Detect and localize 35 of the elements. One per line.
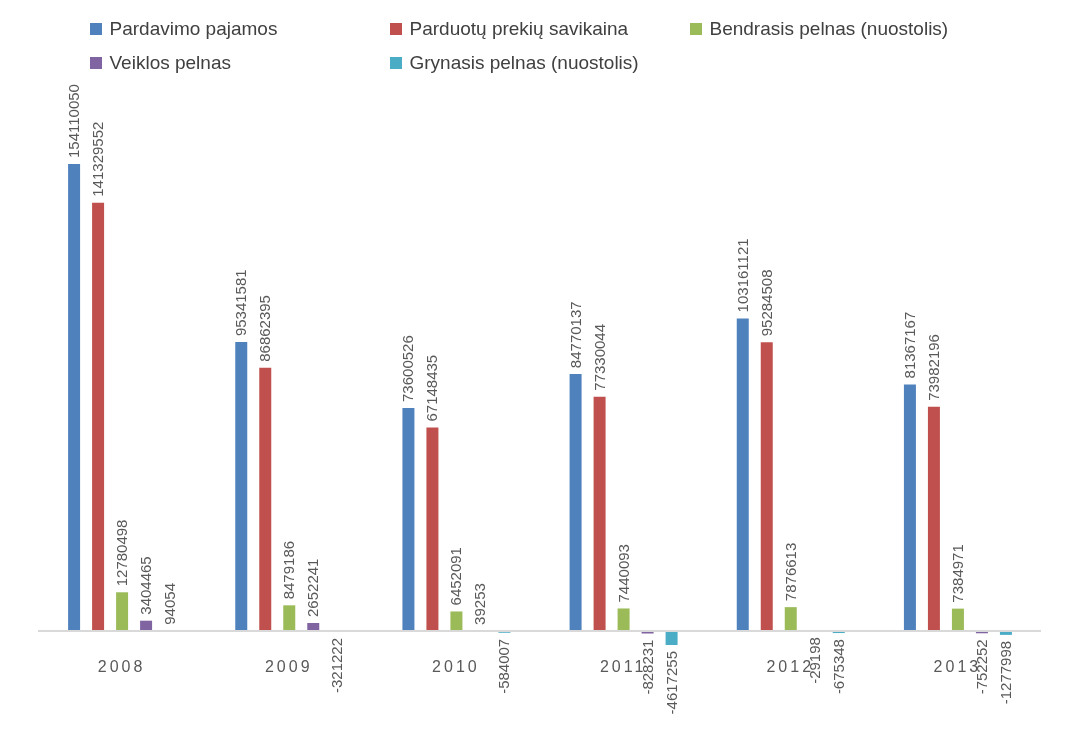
data-label: 95284508 bbox=[757, 269, 775, 337]
legend-label: Veiklos pelnas bbox=[109, 52, 231, 74]
data-label: 94054 bbox=[161, 583, 179, 625]
data-label: 77330044 bbox=[590, 323, 608, 391]
data-label: 154110050 bbox=[65, 84, 83, 158]
data-label: 73600526 bbox=[399, 335, 417, 402]
data-label: -584007 bbox=[495, 638, 513, 694]
data-label: 8479186 bbox=[280, 540, 298, 600]
data-label: 95341581 bbox=[232, 269, 250, 337]
legend-label: Grynasis pelnas (nuostolis) bbox=[409, 52, 639, 74]
data-label: -675348 bbox=[829, 639, 847, 695]
data-label: -1277998 bbox=[996, 640, 1014, 705]
data-label: 7876613 bbox=[781, 542, 799, 602]
data-label: -4617255 bbox=[662, 651, 680, 715]
x-tick-label: 2010 bbox=[432, 658, 480, 676]
data-label: 67148435 bbox=[423, 354, 441, 422]
data-label: 3404465 bbox=[137, 556, 155, 615]
legend-label: Pardavimo pajamos bbox=[109, 18, 278, 40]
data-label: 86862395 bbox=[256, 295, 274, 362]
legend-label: Bendrasis pelnas (nuostolis) bbox=[709, 18, 949, 40]
data-label: 7440093 bbox=[614, 544, 632, 603]
data-label: 141329552 bbox=[89, 121, 107, 197]
x-tick-label: 2008 bbox=[97, 658, 146, 676]
data-label: 81367167 bbox=[900, 311, 918, 379]
data-label: 39253 bbox=[471, 583, 489, 625]
data-label: 73982196 bbox=[924, 334, 942, 401]
data-label: 103161121 bbox=[733, 238, 751, 313]
legend-label: Parduotų prekių savikaina bbox=[409, 18, 629, 40]
data-label: 2652241 bbox=[304, 558, 322, 617]
data-label: 12780498 bbox=[113, 519, 131, 587]
data-label: 7384971 bbox=[948, 544, 966, 603]
data-label: -321222 bbox=[328, 637, 346, 694]
x-tick-label: 2009 bbox=[264, 658, 313, 676]
data-label: 6452091 bbox=[447, 547, 465, 606]
data-label: 84770137 bbox=[566, 301, 584, 369]
